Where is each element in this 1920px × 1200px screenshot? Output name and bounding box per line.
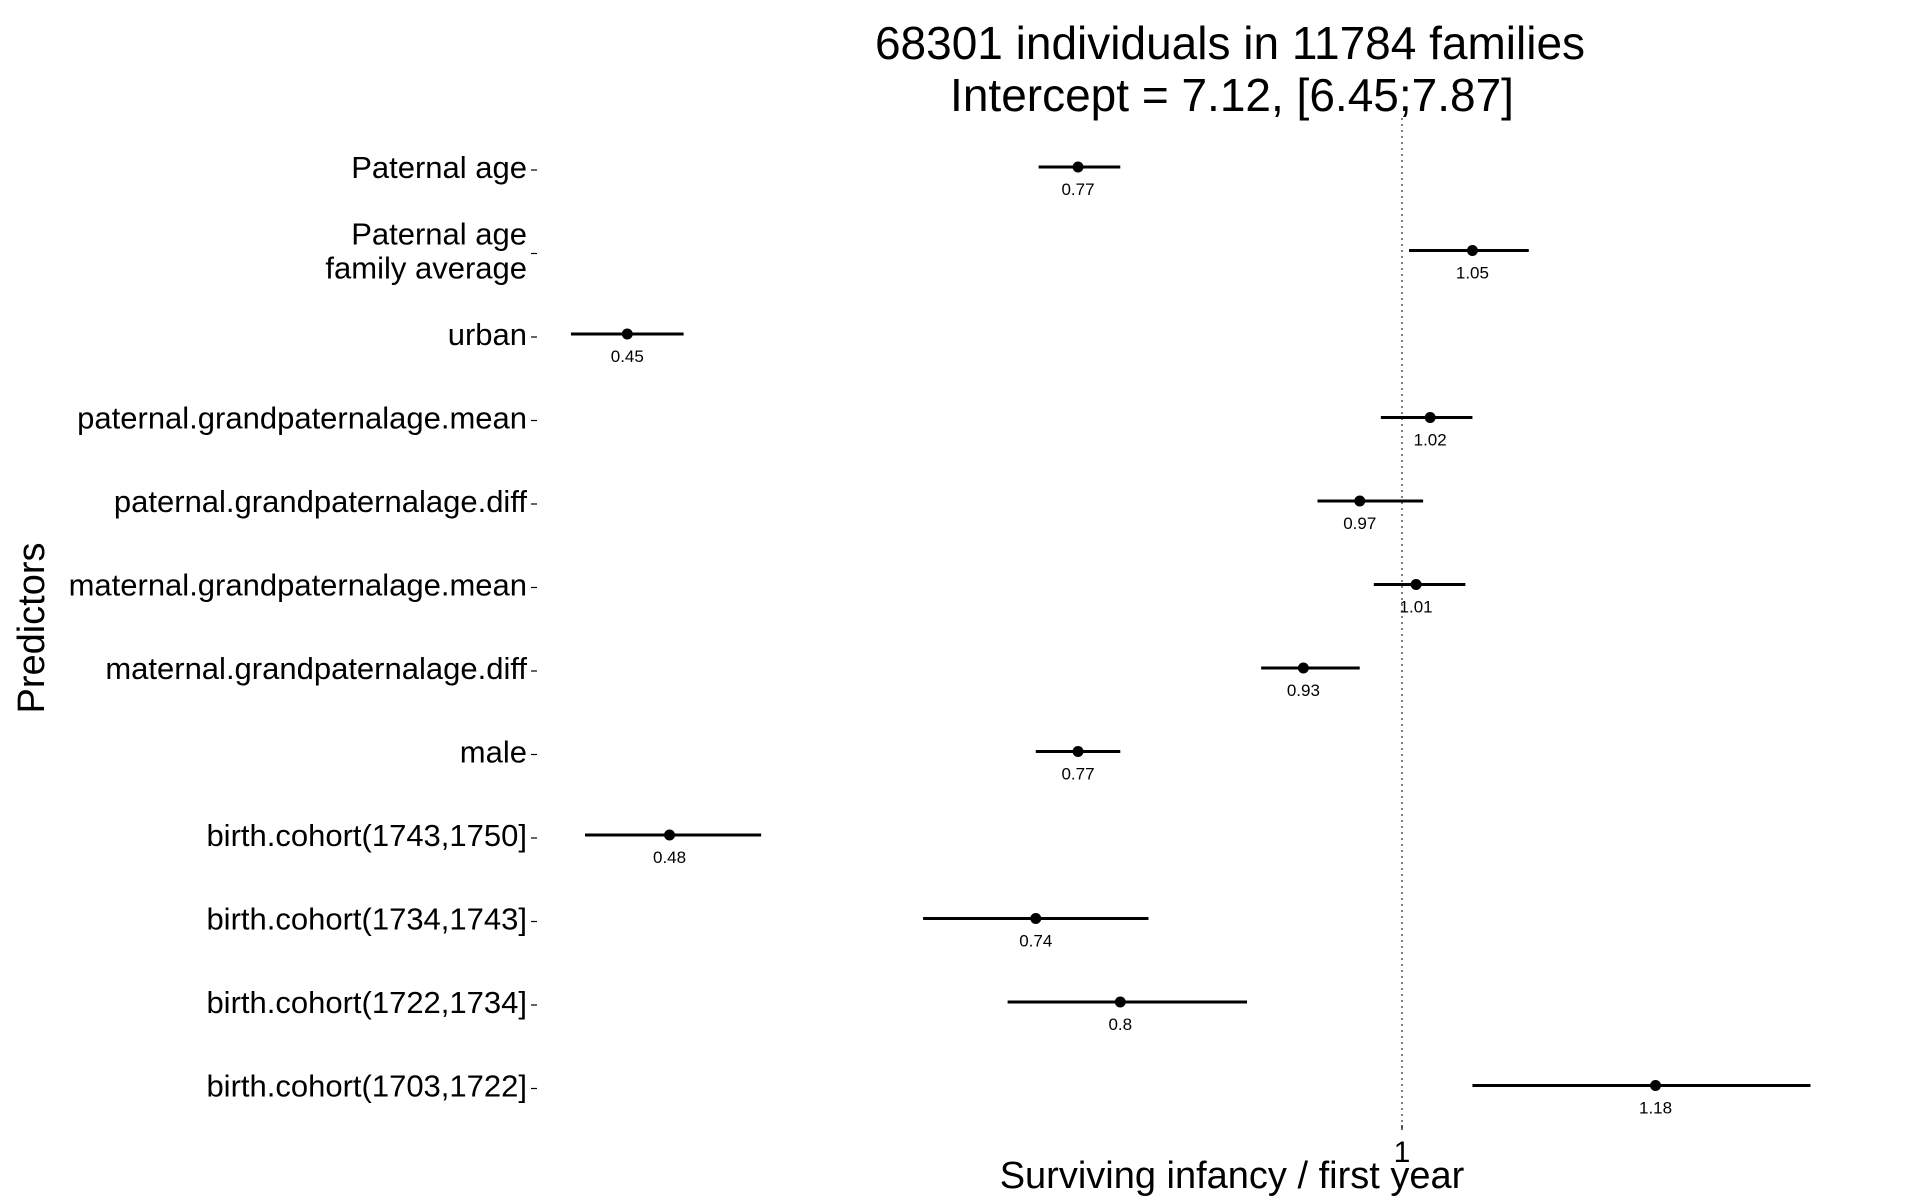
x-tick-label: 1 <box>1394 1136 1411 1169</box>
predictor-row: birth.cohort(1743,1750] 0.48 <box>206 818 762 867</box>
estimate-point <box>1072 746 1084 757</box>
predictor-label: Paternal age <box>351 217 527 252</box>
estimate-point <box>664 829 676 841</box>
predictor-label: birth.cohort(1703,1722] <box>206 1069 527 1104</box>
predictor-row: urban 0.45 <box>448 317 684 366</box>
predictor-row: birth.cohort(1722,1734] 0.8 <box>206 985 1248 1034</box>
predictor-label: maternal.grandpaternalage.mean <box>69 568 527 603</box>
estimate-point <box>621 328 633 340</box>
predictor-label: Paternal age <box>351 150 527 185</box>
estimate-label: 1.18 <box>1639 1099 1672 1118</box>
estimate-label: 1.05 <box>1456 264 1489 283</box>
estimate-point <box>1297 662 1309 674</box>
predictor-label: birth.cohort(1722,1734] <box>206 985 527 1020</box>
predictor-row: paternal.grandpaternalage.diff 0.97 <box>114 484 1424 533</box>
estimate-label: 1.01 <box>1400 598 1433 617</box>
predictor-row: maternal.grandpaternalage.mean 1.01 <box>69 568 1466 617</box>
predictor-label: family average <box>325 251 527 286</box>
predictor-label: maternal.grandpaternalage.diff <box>105 651 527 686</box>
x-axis-ticks: 1 <box>1394 1125 1411 1169</box>
predictor-label: paternal.grandpaternalage.mean <box>77 401 527 436</box>
predictor-row: birth.cohort(1703,1722] 1.18 <box>206 1069 1811 1118</box>
estimate-label: 0.97 <box>1343 514 1376 533</box>
estimate-point <box>1466 245 1478 256</box>
estimate-label: 0.74 <box>1019 932 1052 951</box>
estimate-point <box>1424 412 1436 423</box>
estimate-point <box>1354 495 1366 507</box>
predictor-row: maternal.grandpaternalage.diff 0.93 <box>105 651 1360 700</box>
estimate-point <box>1114 996 1126 1008</box>
chart-title: 68301 individuals in 11784 families <box>875 17 1585 69</box>
predictor-label: birth.cohort(1743,1750] <box>206 818 527 853</box>
estimate-label: 0.93 <box>1287 681 1320 700</box>
estimate-point <box>1030 913 1042 924</box>
predictor-label: urban <box>448 317 527 352</box>
chart-subtitle: Intercept = 7.12, [6.45;7.87] <box>950 69 1514 121</box>
predictor-row: Paternal age 0.77 <box>351 150 1121 199</box>
predictor-row: paternal.grandpaternalage.mean 1.02 <box>77 401 1473 450</box>
estimate-label: 0.45 <box>611 347 644 366</box>
predictor-row: birth.cohort(1734,1743] 0.74 <box>206 902 1149 951</box>
predictor-row: male 0.77 <box>460 735 1121 784</box>
predictor-label: paternal.grandpaternalage.diff <box>114 484 527 519</box>
estimate-label: 1.02 <box>1414 431 1447 450</box>
y-axis-title: Predictors <box>11 542 53 713</box>
predictor-label: male <box>460 735 527 770</box>
estimate-point <box>1072 161 1084 173</box>
estimate-point <box>1650 1080 1662 1091</box>
x-axis-title: Surviving infancy / first year <box>1000 1155 1465 1197</box>
estimate-label: 0.77 <box>1061 180 1094 199</box>
estimate-label: 0.48 <box>653 848 686 867</box>
estimate-label: 0.77 <box>1061 765 1094 784</box>
estimate-point <box>1410 579 1422 590</box>
predictor-label: birth.cohort(1734,1743] <box>206 902 527 937</box>
estimate-label: 0.8 <box>1108 1015 1132 1034</box>
